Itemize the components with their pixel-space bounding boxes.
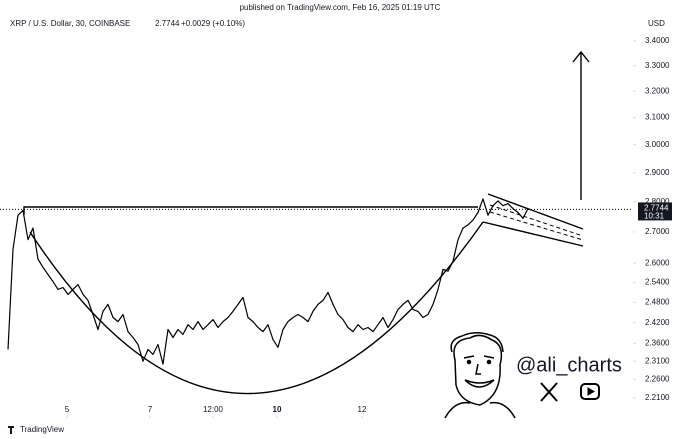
channel-mid	[489, 204, 584, 237]
y-tick-label: 2.2100	[645, 393, 670, 402]
x-tick-label: 12	[358, 405, 367, 414]
avatar	[444, 332, 516, 419]
y-tick-label: 2.4800	[645, 297, 670, 306]
source: published on TradingView.com, Feb 16, 20…	[240, 3, 441, 12]
x-tick-label: 12:00	[203, 405, 224, 414]
y-tick-label: 2.4200	[645, 318, 670, 327]
channel-lower	[482, 221, 584, 247]
y-tick-label: 3.0000	[645, 140, 670, 149]
footer-logo	[8, 426, 14, 434]
target-arrow	[572, 50, 590, 200]
social-icons	[540, 382, 600, 402]
last-price-label: 2.7744	[644, 204, 669, 213]
y-tick-label: 2.8000	[645, 197, 670, 206]
footer: TradingView	[20, 425, 64, 434]
price-line	[7, 198, 529, 365]
y-tick-label: 2.3600	[645, 339, 670, 348]
cup-curve	[29, 221, 484, 395]
y-tick-label: 2.9000	[645, 168, 670, 177]
header-change: +0.0029 (+0.10%)	[181, 19, 245, 28]
y-axis-label: USD	[648, 19, 665, 28]
watermark: @ali_charts	[516, 354, 622, 376]
y-tick-label: 2.7000	[645, 227, 670, 236]
header-price: 2.7744	[155, 19, 180, 28]
x-tick-label: 10	[273, 405, 282, 414]
y-tick-label: 2.3100	[645, 356, 670, 365]
chart-title: XRP / U.S. Dollar, 30, COINBASE	[10, 19, 130, 28]
y-tick-label: 2.6000	[645, 258, 670, 267]
y-tick-label: 3.2000	[645, 86, 670, 95]
drawings	[23, 50, 590, 395]
countdown-label: 10:31	[644, 212, 665, 221]
y-tick-label: 2.5400	[645, 278, 670, 287]
x-tick-label: 7	[148, 405, 153, 414]
last-price-box	[638, 202, 672, 221]
y-tick-label: 2.2600	[645, 374, 670, 383]
y-tick-label: 3.1000	[645, 113, 670, 122]
y-tick-label: 3.4000	[645, 36, 670, 45]
channel-mid	[489, 211, 584, 241]
resistance-line	[23, 206, 478, 215]
y-tick-label: 3.3000	[645, 61, 670, 70]
x-tick-label: 5	[65, 405, 70, 414]
channel-upper	[487, 193, 584, 230]
